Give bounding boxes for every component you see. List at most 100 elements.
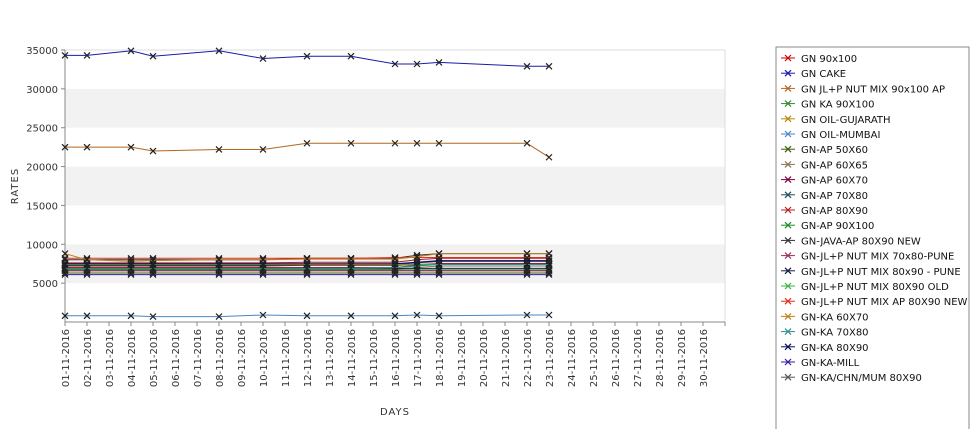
- data-point: [413, 139, 421, 147]
- data-point: [435, 250, 443, 258]
- legend-item: GN-AP 60X65: [781, 160, 868, 171]
- grid-band: [65, 166, 725, 206]
- data-point: [435, 139, 443, 147]
- data-point: [545, 257, 553, 265]
- legend-item: GN 90x100: [781, 54, 857, 65]
- series-20: [61, 271, 553, 279]
- x-tick-label: 26-11-2016: [611, 329, 622, 387]
- x-tick-label: 19-11-2016: [457, 329, 468, 387]
- legend-label: GN JL+P NUT MIX 90x100 AP: [801, 84, 945, 95]
- legend-label: GN-AP 90X100: [801, 221, 874, 232]
- legend-item: GN OIL-MUMBAI: [781, 130, 880, 141]
- data-point: [149, 147, 157, 155]
- data-point: [61, 52, 69, 59]
- data-point: [391, 260, 399, 268]
- legend-marker: [784, 343, 792, 351]
- legend-label: GN-AP 80X90: [801, 206, 868, 217]
- legend-item: GN OIL-GUJARATH: [781, 115, 891, 126]
- data-point: [347, 312, 355, 320]
- x-tick-label: 27-11-2016: [633, 329, 644, 387]
- data-point: [215, 260, 223, 268]
- legend-label: GN-AP 70X80: [801, 191, 868, 202]
- legend-marker: [784, 267, 792, 275]
- data-point: [545, 153, 553, 161]
- data-point: [259, 146, 267, 153]
- series-5: [61, 311, 553, 320]
- x-tick-label: 22-11-2016: [523, 329, 534, 387]
- plot-series: [61, 47, 553, 320]
- data-point: [83, 312, 91, 320]
- legend-item: GN-AP 70X80: [781, 191, 868, 202]
- series-1: [61, 47, 553, 70]
- data-point: [435, 271, 443, 279]
- grid-band: [65, 205, 725, 245]
- x-tick-label: 08-11-2016: [215, 329, 226, 387]
- legend-item: GN-AP 60X70: [781, 176, 868, 187]
- data-point: [545, 62, 553, 70]
- legend-item: GN-AP 90X100: [781, 221, 874, 232]
- x-tick-label: 28-11-2016: [655, 329, 666, 387]
- data-point: [83, 260, 91, 268]
- data-point: [149, 257, 157, 265]
- legend-label: GN-JL+P NUT MIX 70x80-PUNE: [801, 252, 954, 263]
- legend-marker: [784, 373, 792, 381]
- legend-label: GN-AP 60X65: [801, 160, 868, 171]
- legend-label: GN-AP 60X70: [801, 176, 868, 187]
- data-point: [435, 312, 443, 320]
- x-tick-label: 13-11-2016: [325, 329, 336, 387]
- legend-item: GN-KA 80X90: [781, 343, 869, 354]
- legend-marker: [784, 145, 792, 153]
- legend-item: GN CAKE: [781, 69, 846, 80]
- legend-item: GN-AP 50X60: [781, 145, 868, 156]
- data-point: [215, 313, 223, 320]
- legend-marker: [784, 236, 792, 244]
- y-tick-label: 25000: [26, 124, 58, 135]
- data-point: [303, 139, 311, 147]
- legend-label: GN-KA/CHN/MUM 80X90: [801, 373, 922, 384]
- data-point: [303, 260, 311, 268]
- x-tick-label: 12-11-2016: [303, 329, 314, 387]
- data-point: [413, 311, 421, 319]
- legend-marker: [784, 100, 792, 108]
- data-point: [523, 139, 531, 147]
- data-point: [149, 313, 157, 320]
- legend-marker: [784, 221, 792, 229]
- x-tick-label: 25-11-2016: [589, 329, 600, 387]
- data-point: [149, 260, 157, 268]
- x-tick-label: 09-11-2016: [237, 329, 248, 387]
- legend-item: GN-JAVA-AP 80X90 NEW: [781, 236, 921, 247]
- data-point: [303, 312, 311, 320]
- data-point: [61, 143, 69, 151]
- x-tick-label: 03-11-2016: [105, 329, 116, 387]
- legend-item: GN-JL+P NUT MIX 70x80-PUNE: [781, 252, 954, 263]
- data-point: [523, 271, 531, 279]
- data-point: [435, 257, 443, 265]
- legend-marker: [784, 115, 792, 123]
- data-point: [391, 60, 399, 68]
- data-point: [545, 271, 553, 279]
- legend-marker: [784, 176, 792, 184]
- x-tick-label: 30-11-2016: [699, 329, 710, 387]
- x-tick-label: 18-11-2016: [435, 329, 446, 387]
- data-point: [391, 139, 399, 147]
- legend-item: GN-JL+P NUT MIX 80X90 OLD: [781, 282, 949, 293]
- x-tick-label: 17-11-2016: [413, 329, 424, 387]
- legend-label: GN OIL-MUMBAI: [801, 130, 880, 141]
- x-tick-label: 04-11-2016: [127, 329, 138, 387]
- data-point: [347, 52, 355, 60]
- data-point: [413, 271, 421, 279]
- legend-item: GN-KA/CHN/MUM 80X90: [781, 373, 922, 384]
- x-tick-label: 07-11-2016: [193, 329, 204, 387]
- legend-label: GN-JAVA-AP 80X90 NEW: [801, 236, 921, 247]
- legend: GN 90x100 GN CAKE GN JL+P NUT MIX 90x100 A…: [775, 46, 970, 429]
- x-tick-label: 16-11-2016: [391, 329, 402, 387]
- x-tick-label: 21-11-2016: [501, 329, 512, 387]
- data-point: [391, 312, 399, 320]
- data-point: [413, 253, 421, 261]
- series-2: [61, 139, 553, 161]
- legend-label: GN-JL+P NUT MIX 80x90 - PUNE: [801, 267, 961, 278]
- data-point: [523, 257, 531, 265]
- data-point: [149, 52, 157, 60]
- x-tick-label: 11-11-2016: [281, 329, 292, 387]
- legend-marker: [784, 282, 792, 290]
